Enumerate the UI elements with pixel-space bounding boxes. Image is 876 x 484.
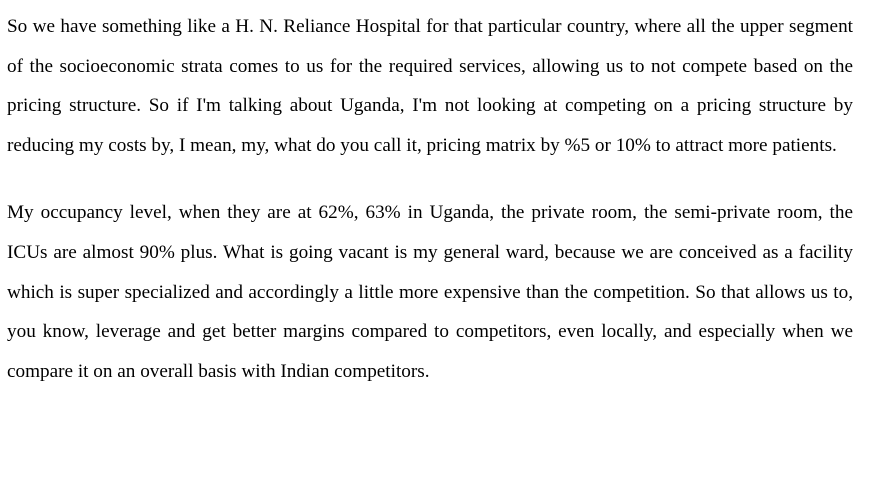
paragraph-1: So we have something like a H. N. Relian…	[7, 16, 853, 156]
document-body: So we have something like a H. N. Relian…	[7, 7, 853, 391]
paragraph-2: My occupancy level, when they are at 62%…	[7, 202, 853, 382]
